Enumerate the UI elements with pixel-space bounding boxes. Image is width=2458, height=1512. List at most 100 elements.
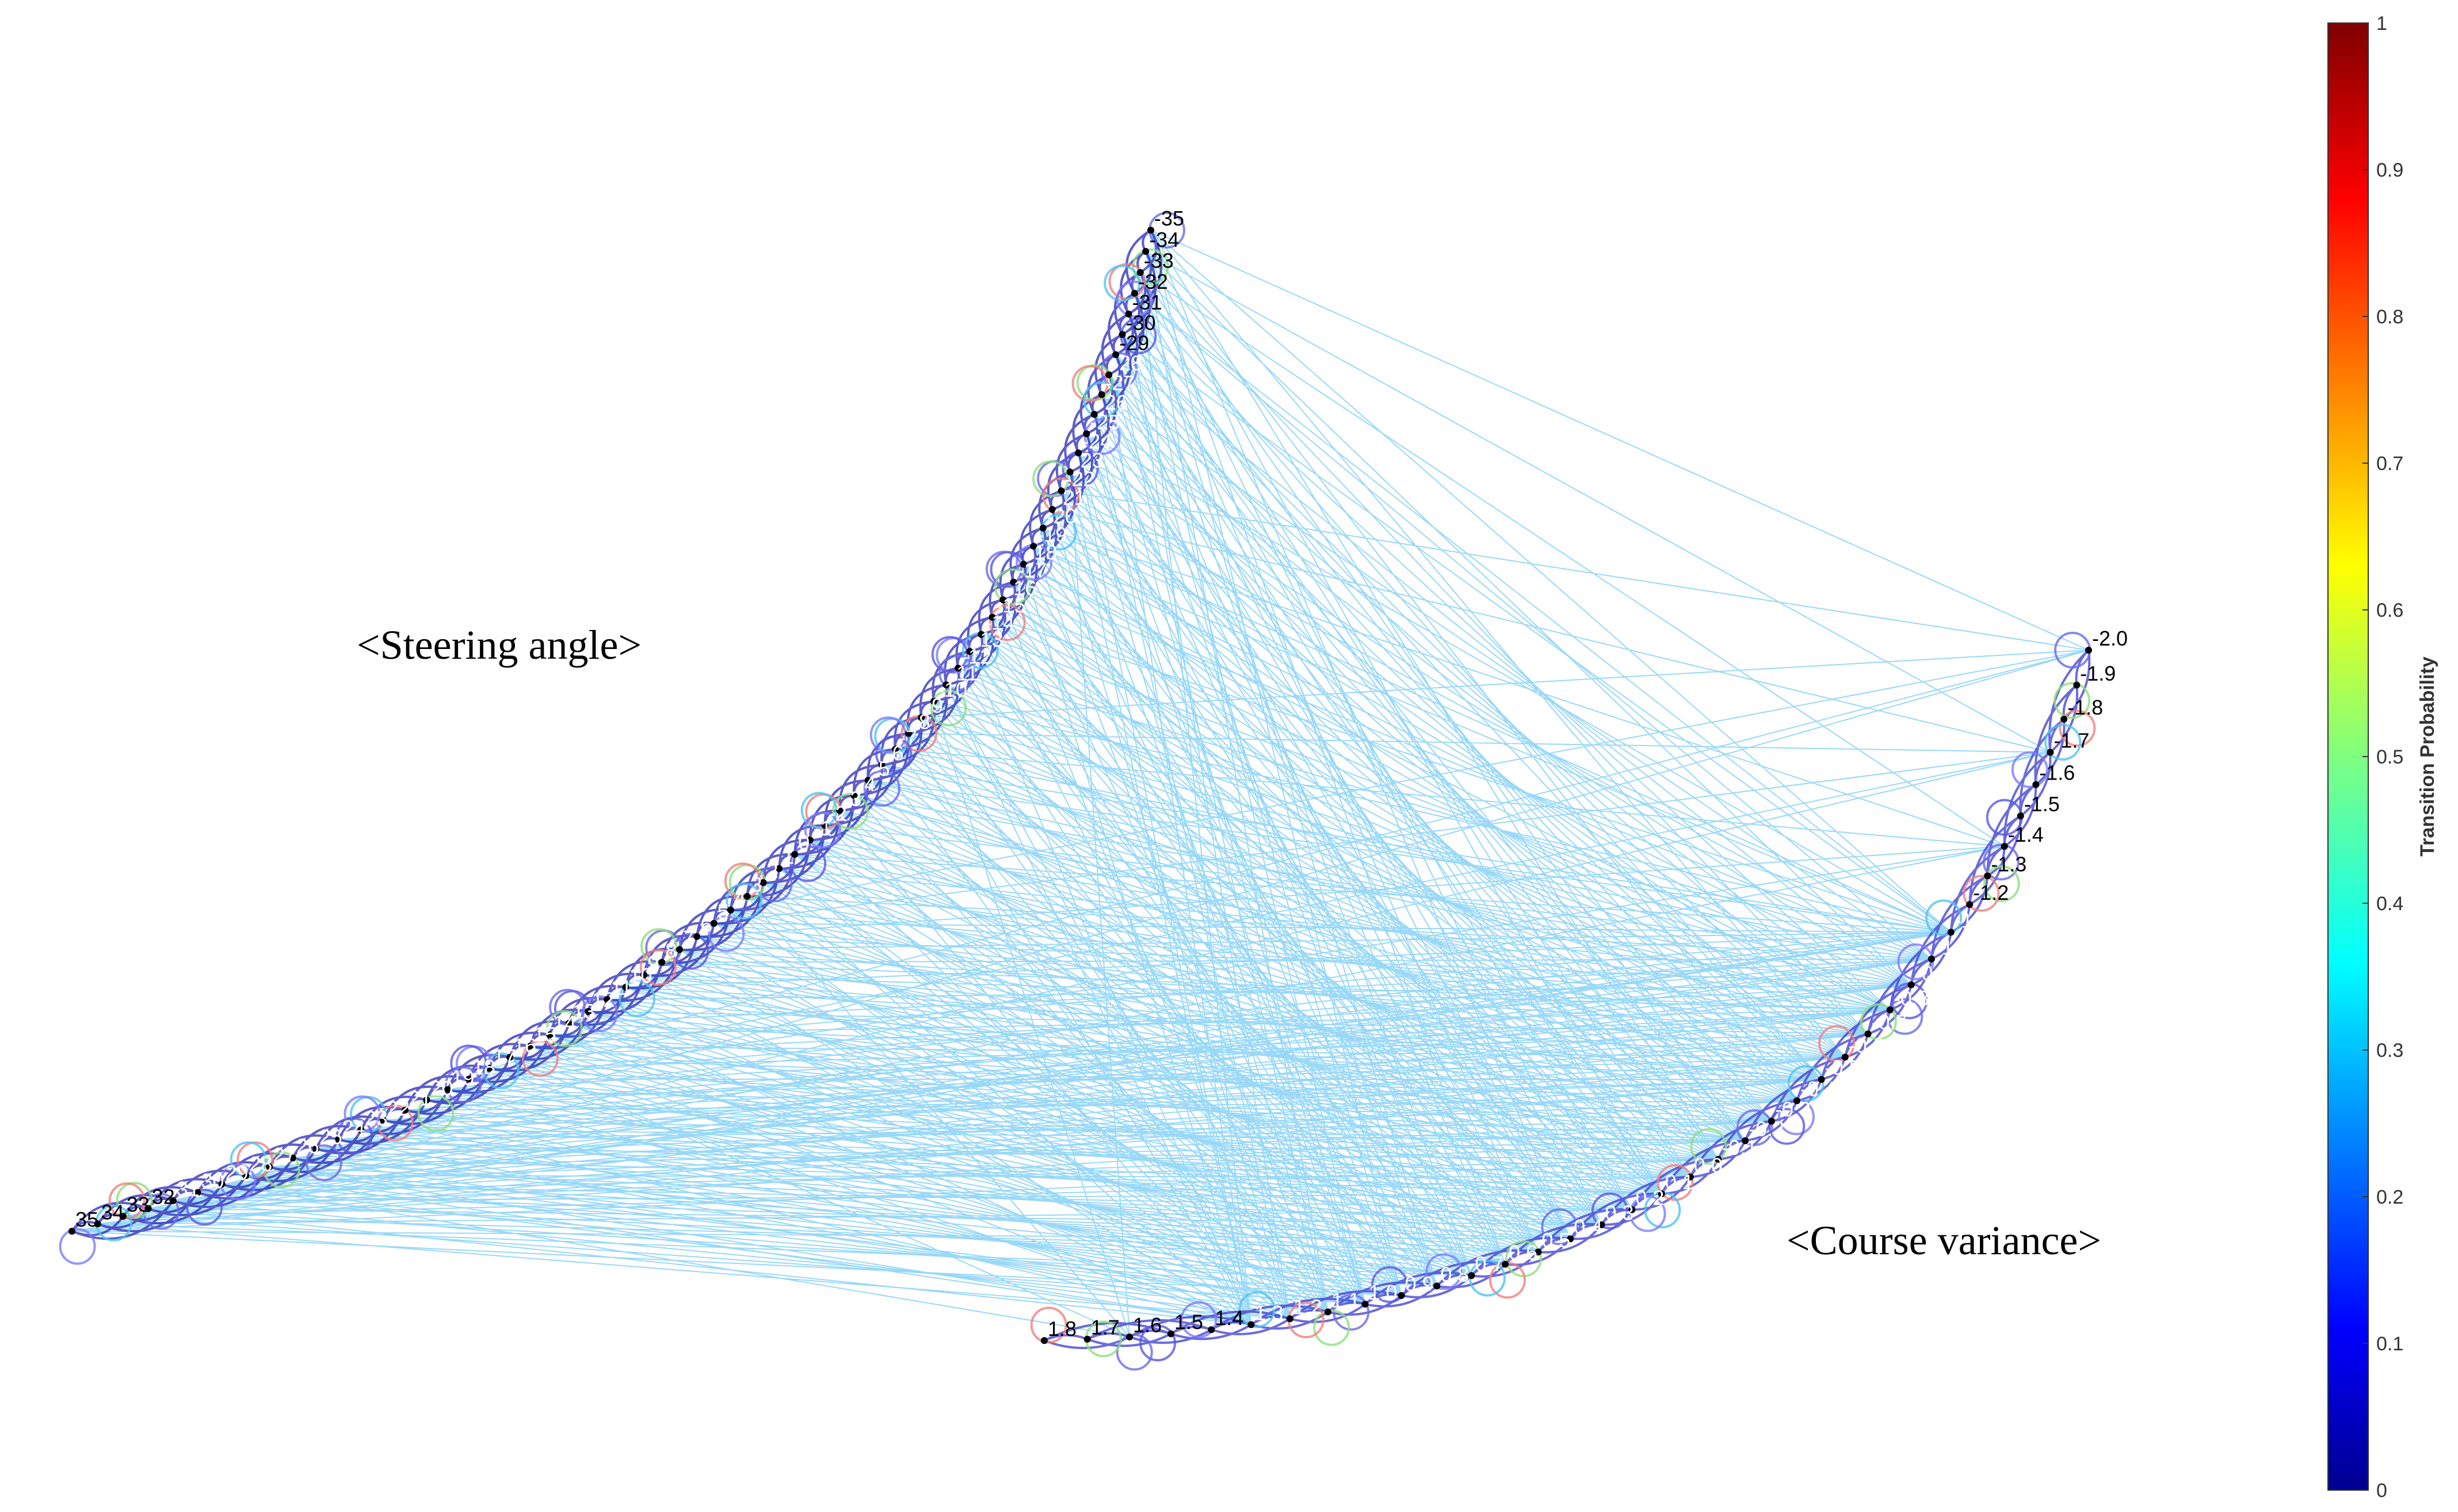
steering-self-loop: [1032, 460, 1070, 498]
course-node-label: 0.6: [1509, 1240, 1537, 1264]
course-node-label: 1.7: [1091, 1316, 1120, 1339]
course-self-loop: [1371, 1266, 1409, 1303]
course-node: [1398, 1292, 1405, 1299]
course-node: [2047, 749, 2054, 756]
course-self-loop: [1333, 1293, 1370, 1331]
steering-node: [658, 959, 666, 966]
steering-self-loop: [804, 811, 841, 849]
course-node: [1361, 1300, 1369, 1308]
steering-self-loop: [116, 1182, 153, 1219]
steering-node-label: -29: [1119, 331, 1149, 355]
steering-node-label: -11: [949, 661, 978, 685]
steering-node: [806, 837, 814, 843]
steering-node: [978, 631, 985, 638]
steering-node: [1039, 524, 1047, 532]
course-node-label: 1.1: [1331, 1288, 1360, 1312]
steering-node-label: 21: [409, 1087, 432, 1110]
steering-node: [836, 807, 843, 814]
course-node-label: -0.1: [1722, 1136, 1757, 1159]
steering-node: [640, 971, 648, 979]
course-node: [1742, 1137, 1749, 1144]
steering-node: [904, 730, 912, 737]
course-node-label: -1.0: [1935, 936, 1971, 959]
steering-self-loop: [724, 862, 761, 900]
steering-node-label: 12: [591, 988, 614, 1011]
steering-node: [727, 906, 734, 914]
steering-self-loop: [417, 1094, 455, 1132]
course-node: [1864, 1030, 1872, 1038]
steering-node-label: 0: [798, 831, 810, 854]
colorbar: 0 0.1 0.2 0.3 0.4 0.5 0.6 0.7 0.8 0.9 1 Transition…: [2327, 13, 2438, 1502]
course-node-label: -0.5: [1825, 1056, 1861, 1079]
steering-self-loop: [1116, 280, 1153, 318]
steering-node-label: -28: [1112, 351, 1142, 375]
course-node-label: 0.5: [1541, 1228, 1570, 1252]
steering-node-label: -9: [925, 694, 943, 717]
steering-node: [918, 714, 925, 721]
course-node-label: -1.9: [2080, 662, 2116, 685]
course-node: [1715, 1156, 1722, 1163]
course-node: [1928, 955, 1935, 963]
steering-self-loop: [831, 793, 869, 830]
steering-node: [144, 1205, 152, 1212]
steering-node-label: 7: [683, 926, 694, 949]
steering-node-label: 13: [572, 1000, 596, 1024]
steering-node-label: 15: [533, 1022, 556, 1046]
steering-node: [988, 613, 996, 621]
steering-node-label: -18: [1027, 541, 1057, 564]
steering-self-loop: [875, 735, 913, 773]
steering-node: [423, 1096, 430, 1104]
steering-node-label: 16: [513, 1034, 536, 1057]
steering-node: [622, 984, 629, 991]
course-node-label: 0.3: [1605, 1201, 1634, 1225]
steering-node: [94, 1220, 101, 1228]
steering-node: [892, 746, 899, 753]
course-self-loop: [1886, 998, 1923, 1035]
steering-self-loop: [521, 1040, 559, 1077]
colorbar-tick-label: 0.5: [2376, 746, 2403, 768]
course-node-label: -0.8: [1894, 986, 1929, 1010]
steering-node-label: 29: [226, 1160, 249, 1184]
steering-node: [566, 1020, 573, 1027]
course-node-label: 0.9: [1405, 1272, 1434, 1296]
steering-node: [850, 792, 858, 799]
course-node-label: -2.0: [2092, 627, 2128, 650]
steering-self-loop: [863, 770, 900, 807]
steering-node-label: -8: [912, 710, 930, 734]
steering-node-label: 33: [127, 1193, 150, 1216]
self-loops: [59, 212, 2096, 1371]
course-self-loop: [1787, 1065, 1825, 1102]
steering-self-loop: [108, 1182, 146, 1219]
steering-node: [999, 596, 1007, 604]
course-self-loop: [1736, 1109, 1773, 1146]
steering-node-label: -21: [1056, 486, 1086, 510]
colorbar-tick-label: 0.8: [2376, 306, 2403, 328]
course-node: [1907, 981, 1915, 988]
steering-node-label: 18: [472, 1056, 495, 1079]
steering-node: [465, 1075, 472, 1083]
steering-node: [1112, 351, 1120, 358]
steering-node: [966, 648, 974, 655]
steering-node: [1105, 371, 1113, 379]
steering-node: [955, 665, 962, 672]
steering-self-loop: [672, 933, 709, 970]
steering-node-label: 35: [75, 1208, 98, 1231]
steering-node-label: -12: [961, 644, 991, 668]
course-self-loop: [1030, 1307, 1067, 1344]
course-node: [2017, 812, 2024, 820]
steering-node-label: -23: [1074, 448, 1104, 472]
course-node: [1793, 1097, 1800, 1105]
course-node: [1167, 1330, 1174, 1338]
course-node: [2060, 716, 2068, 723]
steering-angle-label: <Steering angle>: [357, 622, 642, 668]
steering-node: [1066, 468, 1074, 476]
steering-node-label: 10: [629, 964, 652, 987]
steering-node-label: -4: [857, 772, 876, 796]
steering-node-label: 31: [177, 1177, 200, 1201]
steering-node: [1136, 269, 1144, 276]
course-node: [1041, 1337, 1048, 1344]
course-node: [1686, 1173, 1694, 1181]
steering-self-loop: [789, 845, 827, 883]
steering-node-label: -26: [1098, 391, 1128, 414]
course-node: [1628, 1206, 1636, 1213]
